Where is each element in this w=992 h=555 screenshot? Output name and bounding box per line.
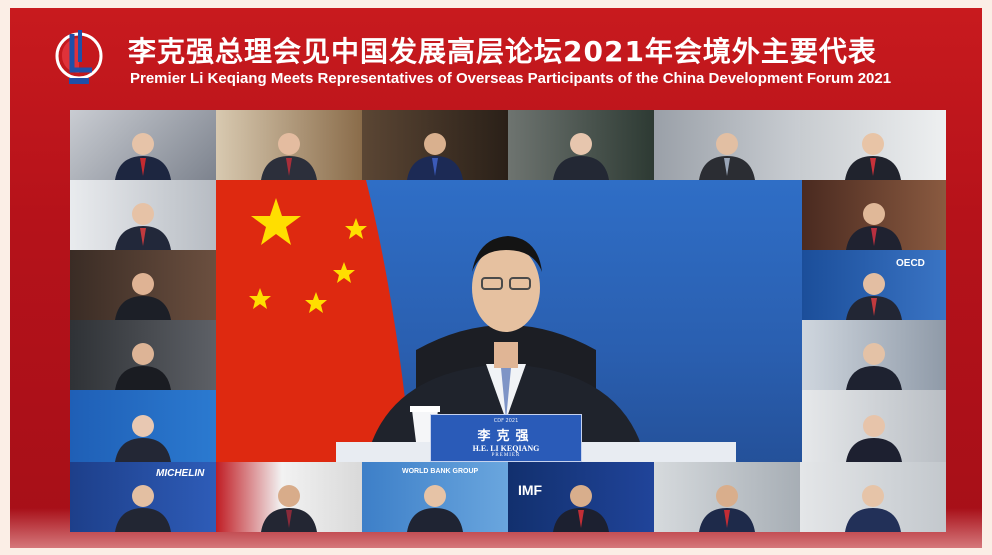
nameplate-name-english: H.E. LI KEQIANG <box>472 444 540 453</box>
oecd-label: OECD <box>896 258 925 269</box>
world-bank-label: WORLD BANK GROUP <box>402 468 479 475</box>
video-tile <box>70 390 216 462</box>
video-tile <box>802 320 946 390</box>
video-tile-world-bank: WORLD BANK GROUP <box>362 462 508 532</box>
imf-label: IMF <box>518 482 543 498</box>
page-title-chinese: 李克强总理会见中国发展高层论坛2021年会境外主要代表 <box>128 35 877 68</box>
nameplate-role: PREMIER <box>491 453 521 458</box>
cdf-logo <box>55 30 103 84</box>
video-tile <box>654 462 800 532</box>
video-tile <box>70 250 216 320</box>
video-tile-oecd: OECD <box>802 250 946 320</box>
video-tile-michelin: MICHELIN <box>70 462 216 532</box>
video-tile <box>216 110 362 180</box>
michelin-label: MICHELIN <box>156 468 205 479</box>
video-tile <box>70 320 216 390</box>
screen-backdrop: 李克强总理会见中国发展高层论坛2021年会境外主要代表 Premier Li K… <box>10 8 982 548</box>
video-tile <box>508 110 654 180</box>
page-title-english: Premier Li Keqiang Meets Representatives… <box>130 70 892 87</box>
video-tile <box>800 462 946 532</box>
nameplate-event: CDF 2021 <box>493 418 519 424</box>
video-tile <box>362 110 508 180</box>
speaker-nameplate: CDF 2021 李克强 H.E. LI KEQIANG PREMIER <box>430 414 582 462</box>
video-tile <box>800 110 946 180</box>
video-tile <box>216 462 362 532</box>
video-tile <box>802 180 946 250</box>
video-tile <box>70 110 216 180</box>
video-tile <box>654 110 800 180</box>
video-tile <box>802 390 946 462</box>
video-tile <box>70 180 216 250</box>
nameplate-name-chinese: 李克强 <box>477 429 535 444</box>
video-tile-imf: IMF <box>508 462 654 532</box>
